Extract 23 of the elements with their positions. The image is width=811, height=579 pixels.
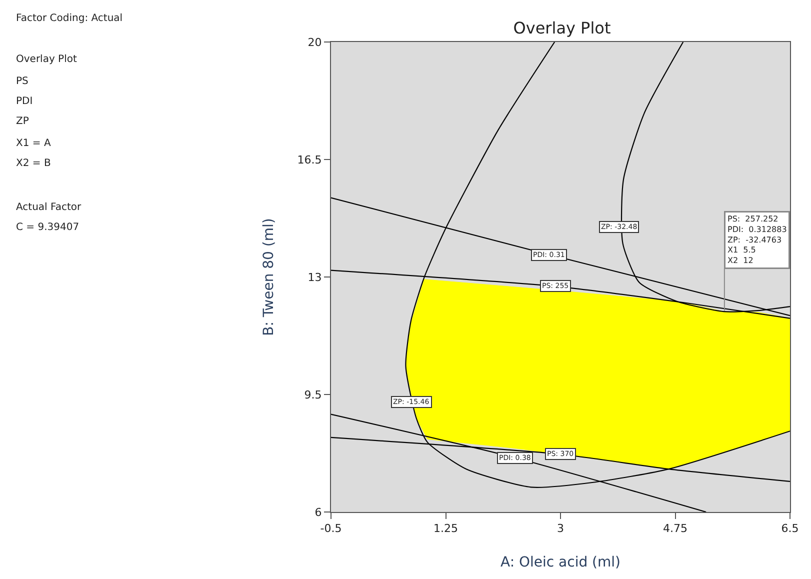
text: ZP <box>16 116 29 127</box>
y-tick-label: 16.5 <box>297 153 322 166</box>
text: X2 = B <box>16 158 51 169</box>
text: PDI <box>16 96 33 107</box>
annotation: PS: 257.252 PDI: 0.312883 ZP: -32.4763 X1 5.5 X2 12 <box>728 214 787 266</box>
text: C = 9.39407 <box>16 222 80 233</box>
text: X1 = A <box>16 138 51 149</box>
y-tick-label: 6 <box>314 506 322 519</box>
y-tick-label: 9.5 <box>304 388 322 402</box>
y-axis-title: B: Tween 80 (ml) <box>260 218 277 336</box>
x-axis-title: A: Oleic acid (ml) <box>500 554 621 570</box>
x-tick-label: 3 <box>557 522 564 536</box>
y-tick-label: 20 <box>308 36 322 49</box>
text: Factor Coding: Actual <box>16 13 123 24</box>
y-tick-label: 13 <box>308 270 322 284</box>
text: PS <box>16 76 28 87</box>
x-tick-label: 6.5 <box>781 522 799 536</box>
x-tick-label: -0.5 <box>320 522 342 536</box>
chart-title: Overlay Plot <box>513 18 611 38</box>
x-tick-label: 4.75 <box>663 522 688 536</box>
text: Actual Factor <box>16 202 82 213</box>
text: Overlay Plot <box>16 54 77 65</box>
x-tick-label: 1.25 <box>434 522 458 536</box>
